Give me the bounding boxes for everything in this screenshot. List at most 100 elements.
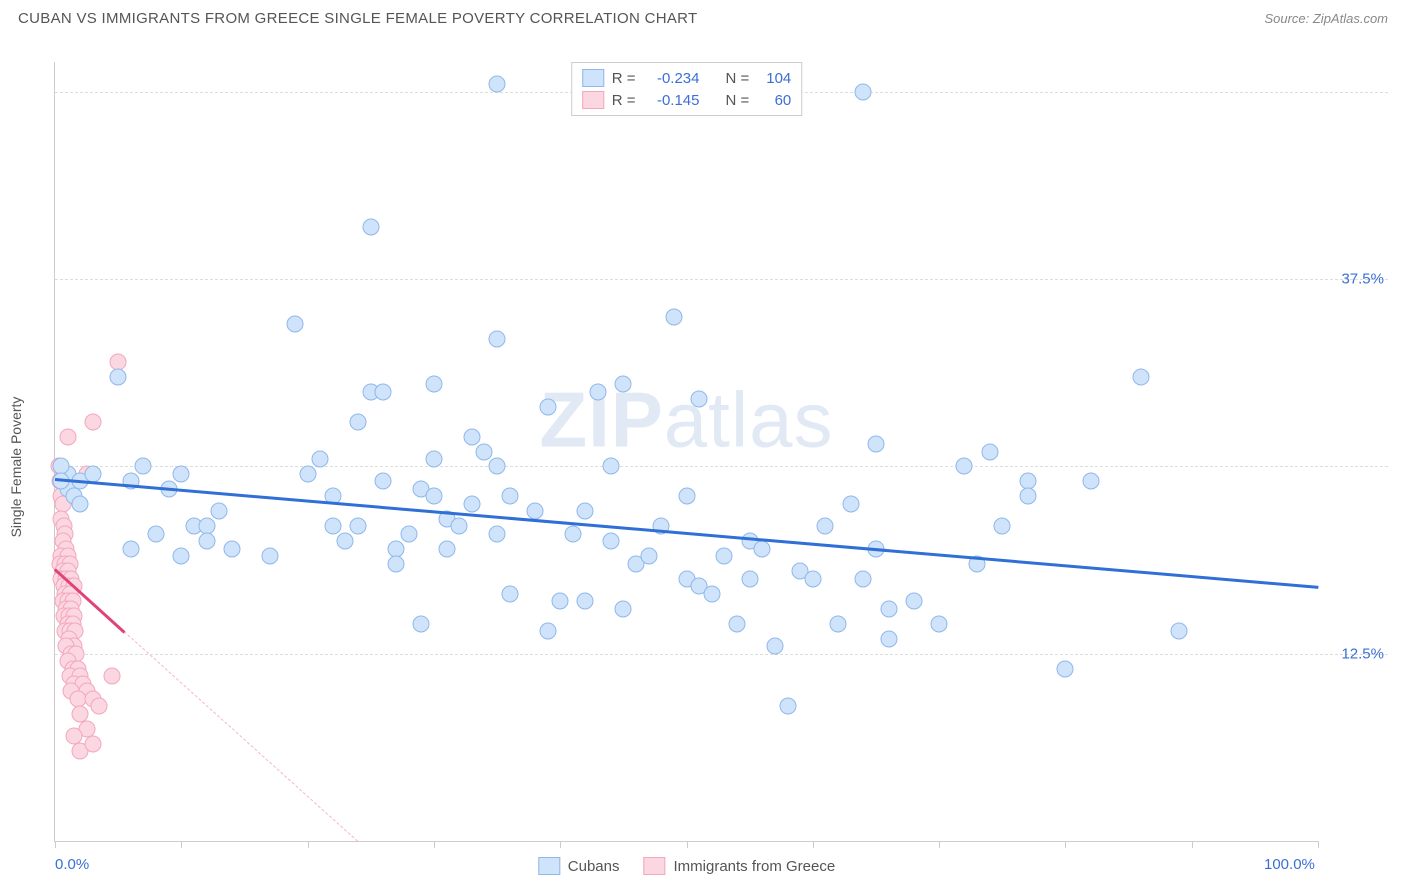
scatter-point [880, 630, 897, 647]
r-label: R = [612, 92, 636, 109]
x-tick [181, 841, 182, 848]
legend-label: Cubans [568, 858, 620, 875]
y-axis-label: Single Female Poverty [8, 397, 24, 538]
n-label: N = [726, 70, 750, 87]
scatter-point [602, 458, 619, 475]
scatter-point [122, 540, 139, 557]
scatter-point [1057, 660, 1074, 677]
scatter-point [526, 503, 543, 520]
scatter-point [501, 585, 518, 602]
scatter-point [615, 600, 632, 617]
scatter-point [602, 533, 619, 550]
scatter-point [350, 413, 367, 430]
scatter-point [400, 525, 417, 542]
scatter-point [1019, 488, 1036, 505]
x-tick [560, 841, 561, 848]
scatter-point [691, 391, 708, 408]
x-tick-label: 100.0% [1264, 856, 1315, 873]
scatter-point [451, 518, 468, 535]
legend-label: Immigrants from Greece [673, 858, 835, 875]
scatter-point [173, 465, 190, 482]
scatter-point [842, 495, 859, 512]
legend-swatch [582, 69, 604, 87]
scatter-point [84, 735, 101, 752]
scatter-point [564, 525, 581, 542]
scatter-point [867, 436, 884, 453]
legend-swatch [643, 857, 665, 875]
scatter-point [931, 615, 948, 632]
gridline [55, 466, 1388, 467]
scatter-point [539, 398, 556, 415]
scatter-point [324, 518, 341, 535]
x-tick [813, 841, 814, 848]
scatter-point [956, 458, 973, 475]
scatter-point [855, 83, 872, 100]
scatter-point [729, 615, 746, 632]
scatter-point [741, 570, 758, 587]
scatter-point [362, 218, 379, 235]
scatter-point [476, 443, 493, 460]
scatter-point [1082, 473, 1099, 490]
legend-swatch [582, 91, 604, 109]
scatter-point [779, 698, 796, 715]
scatter-point [223, 540, 240, 557]
scatter-point [463, 495, 480, 512]
x-tick [434, 841, 435, 848]
n-value: 60 [757, 92, 791, 109]
scatter-point [817, 518, 834, 535]
scatter-point [539, 623, 556, 640]
chart-title: CUBAN VS IMMIGRANTS FROM GREECE SINGLE F… [18, 10, 697, 27]
scatter-point [766, 638, 783, 655]
scatter-point [804, 570, 821, 587]
scatter-point [489, 525, 506, 542]
scatter-point [375, 383, 392, 400]
n-value: 104 [757, 70, 791, 87]
scatter-point [489, 458, 506, 475]
scatter-point [754, 540, 771, 557]
scatter-point [489, 76, 506, 93]
x-tick [55, 841, 56, 848]
scatter-point [375, 473, 392, 490]
scatter-point [830, 615, 847, 632]
stats-legend-row: R =-0.145N =60 [582, 89, 792, 111]
scatter-point [489, 331, 506, 348]
y-tick-label: 12.5% [1341, 645, 1384, 662]
scatter-point [148, 525, 165, 542]
scatter-point [552, 593, 569, 610]
x-tick [1192, 841, 1193, 848]
scatter-point [425, 376, 442, 393]
scatter-point [312, 451, 329, 468]
scatter-point [103, 668, 120, 685]
scatter-point [1133, 368, 1150, 385]
x-tick [1318, 841, 1319, 848]
gridline [55, 279, 1388, 280]
scatter-point [665, 308, 682, 325]
scatter-point [425, 451, 442, 468]
scatter-point [501, 488, 518, 505]
scatter-point [110, 368, 127, 385]
scatter-point [590, 383, 607, 400]
scatter-point [1171, 623, 1188, 640]
scatter-point [135, 458, 152, 475]
scatter-point [981, 443, 998, 460]
scatter-point [577, 593, 594, 610]
scatter-point [678, 488, 695, 505]
scatter-point [438, 540, 455, 557]
x-tick [687, 841, 688, 848]
watermark: ZIPatlas [539, 375, 833, 466]
scatter-point [388, 555, 405, 572]
scatter-point [855, 570, 872, 587]
scatter-point [84, 413, 101, 430]
stats-legend: R =-0.234N =104R =-0.145N =60 [571, 62, 803, 116]
plot-area: ZIPatlas R =-0.234N =104R =-0.145N =60 C… [54, 62, 1318, 842]
x-tick [308, 841, 309, 848]
legend-swatch [538, 857, 560, 875]
x-tick-label: 0.0% [55, 856, 89, 873]
scatter-point [425, 488, 442, 505]
scatter-point [173, 548, 190, 565]
scatter-point [577, 503, 594, 520]
scatter-point [905, 593, 922, 610]
scatter-point [211, 503, 228, 520]
scatter-point [994, 518, 1011, 535]
scatter-point [463, 428, 480, 445]
